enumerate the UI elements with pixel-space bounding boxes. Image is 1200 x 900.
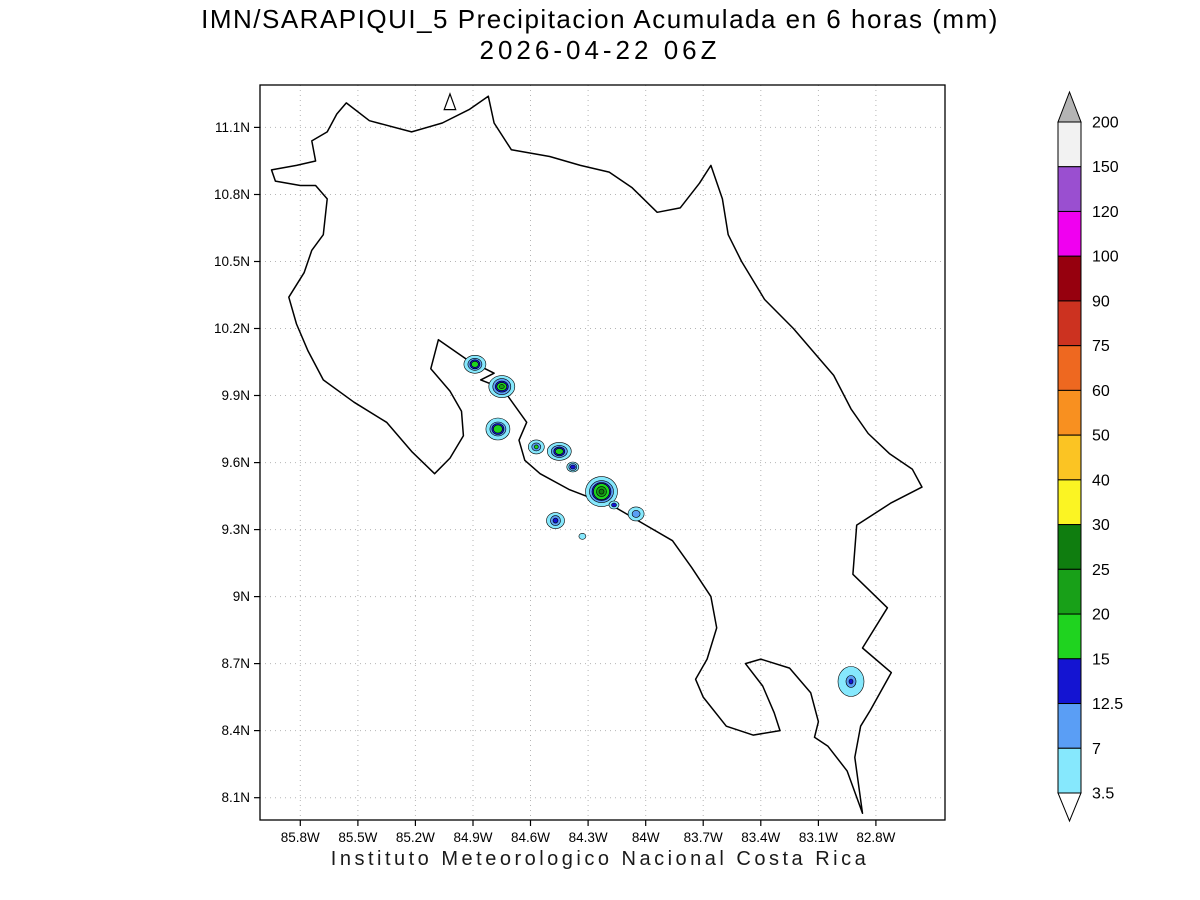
precip-cell [463, 354, 487, 374]
x-axis-tick-label: 85.2W [396, 830, 435, 845]
colorbar-label: 90 [1092, 293, 1110, 310]
x-axis-tick-label: 84.3W [569, 830, 608, 845]
y-axis-tick-label: 9.9N [221, 388, 250, 403]
figure-title-block: IMN/SARAPIQUI_5 Precipitacion Acumulada … [0, 4, 1200, 66]
precip-cell [578, 532, 587, 540]
colorbar-segment [1057, 166, 1082, 212]
y-axis-tick-label: 9.3N [221, 522, 250, 537]
y-axis-tick-label: 10.5N [214, 254, 250, 269]
colorbar-segment [1057, 121, 1082, 168]
x-axis-tick-label: 85.5W [338, 830, 377, 845]
precip-contour-3.5mm [578, 532, 587, 540]
x-axis-tick-label: 83.4W [741, 830, 780, 845]
colorbar-label: 15 [1092, 651, 1110, 668]
y-axis-tick-label: 9N [233, 589, 250, 604]
colorbar-segment [1057, 210, 1082, 257]
precip-cell [566, 461, 580, 473]
x-axis-tick-label: 85.8W [281, 830, 320, 845]
precip-cell [485, 417, 511, 441]
x-axis-tick-label: 84.6W [511, 830, 550, 845]
x-axis-tick-label: 83.1W [799, 830, 838, 845]
coastline-costa-rica [270, 95, 923, 815]
colorbar-label: 25 [1092, 562, 1110, 579]
colorbar-segment [1057, 300, 1082, 347]
colorbar-label: 120 [1092, 204, 1119, 221]
colorbar-segment [1057, 479, 1082, 526]
y-axis-tick-label: 8.4N [221, 723, 250, 738]
precip-cell [837, 666, 865, 697]
colorbar-label: 40 [1092, 472, 1110, 489]
colorbar-segment [1057, 389, 1082, 436]
precip-cell [546, 512, 565, 529]
colorbar-label: 150 [1092, 159, 1119, 176]
x-axis-tick-label: 83.7W [684, 830, 723, 845]
colorbar-label: 75 [1092, 338, 1110, 355]
map-frame [259, 84, 946, 821]
precip-cell [627, 506, 645, 522]
precip-contour-12.5mm [611, 502, 617, 508]
precip-contour-25mm [598, 488, 605, 495]
colorbar-segment [1057, 434, 1082, 481]
precip-contour-12.5mm [552, 517, 559, 524]
precip-contour-7mm [631, 510, 641, 518]
precip-cell [585, 476, 618, 507]
precip-contour-15mm [533, 444, 539, 450]
colorbar-label: 50 [1092, 428, 1110, 445]
y-axis-tick-label: 8.1N [221, 790, 250, 805]
colorbar-segment [1057, 524, 1082, 570]
colorbar-segment [1057, 568, 1082, 615]
colorbar-label: 200 [1092, 115, 1119, 132]
precip-contour-12.5mm [569, 464, 576, 470]
x-axis-tick-label: 84W [632, 830, 660, 845]
precip-contour-15mm [493, 424, 503, 434]
colorbar-segment [1057, 658, 1082, 705]
precip-cell [608, 500, 620, 510]
colorbar-segment [1057, 703, 1082, 749]
colorbar-label: 60 [1092, 383, 1110, 400]
colorbar-segment [1057, 747, 1082, 794]
colorbar-label: 12.5 [1092, 696, 1123, 713]
x-axis-tick-label: 84.9W [453, 830, 492, 845]
figure-footer: Instituto Meteorologico Nacional Costa R… [330, 848, 870, 870]
colorbar-over-arrow [1057, 90, 1082, 123]
precip-cell [527, 439, 545, 455]
precip-cell [488, 375, 516, 398]
figure-valid-time: 2026-04-22 06Z [479, 35, 721, 65]
y-axis-tick-label: 10.2N [214, 321, 250, 336]
colorbar-segment [1057, 345, 1082, 391]
y-axis-tick-label: 10.8N [214, 187, 250, 202]
x-axis-tick-label: 82.8W [856, 830, 895, 845]
colorbar-label: 20 [1092, 607, 1110, 624]
y-axis-tick-label: 9.6N [221, 455, 250, 470]
y-axis-tick-label: 11.1N [215, 120, 250, 135]
colorbar-label: 7 [1092, 741, 1101, 758]
precip-contour-15mm [554, 448, 564, 455]
colorbar-label: 30 [1092, 517, 1110, 534]
precip-cell [546, 442, 572, 461]
precip-contour-20mm [498, 384, 505, 389]
figure-title: IMN/SARAPIQUI_5 Precipitacion Acumulada … [201, 4, 999, 34]
y-axis-tick-label: 8.7N [221, 656, 250, 671]
precip-contour-12.5mm [848, 678, 854, 685]
island-outline [443, 92, 457, 111]
colorbar-segment [1057, 255, 1082, 302]
colorbar-label: 100 [1092, 249, 1119, 266]
precip-contour-15mm [471, 360, 479, 368]
colorbar-under-arrow [1057, 792, 1082, 823]
colorbar-segment [1057, 613, 1082, 660]
colorbar-label: 3.5 [1092, 786, 1114, 803]
